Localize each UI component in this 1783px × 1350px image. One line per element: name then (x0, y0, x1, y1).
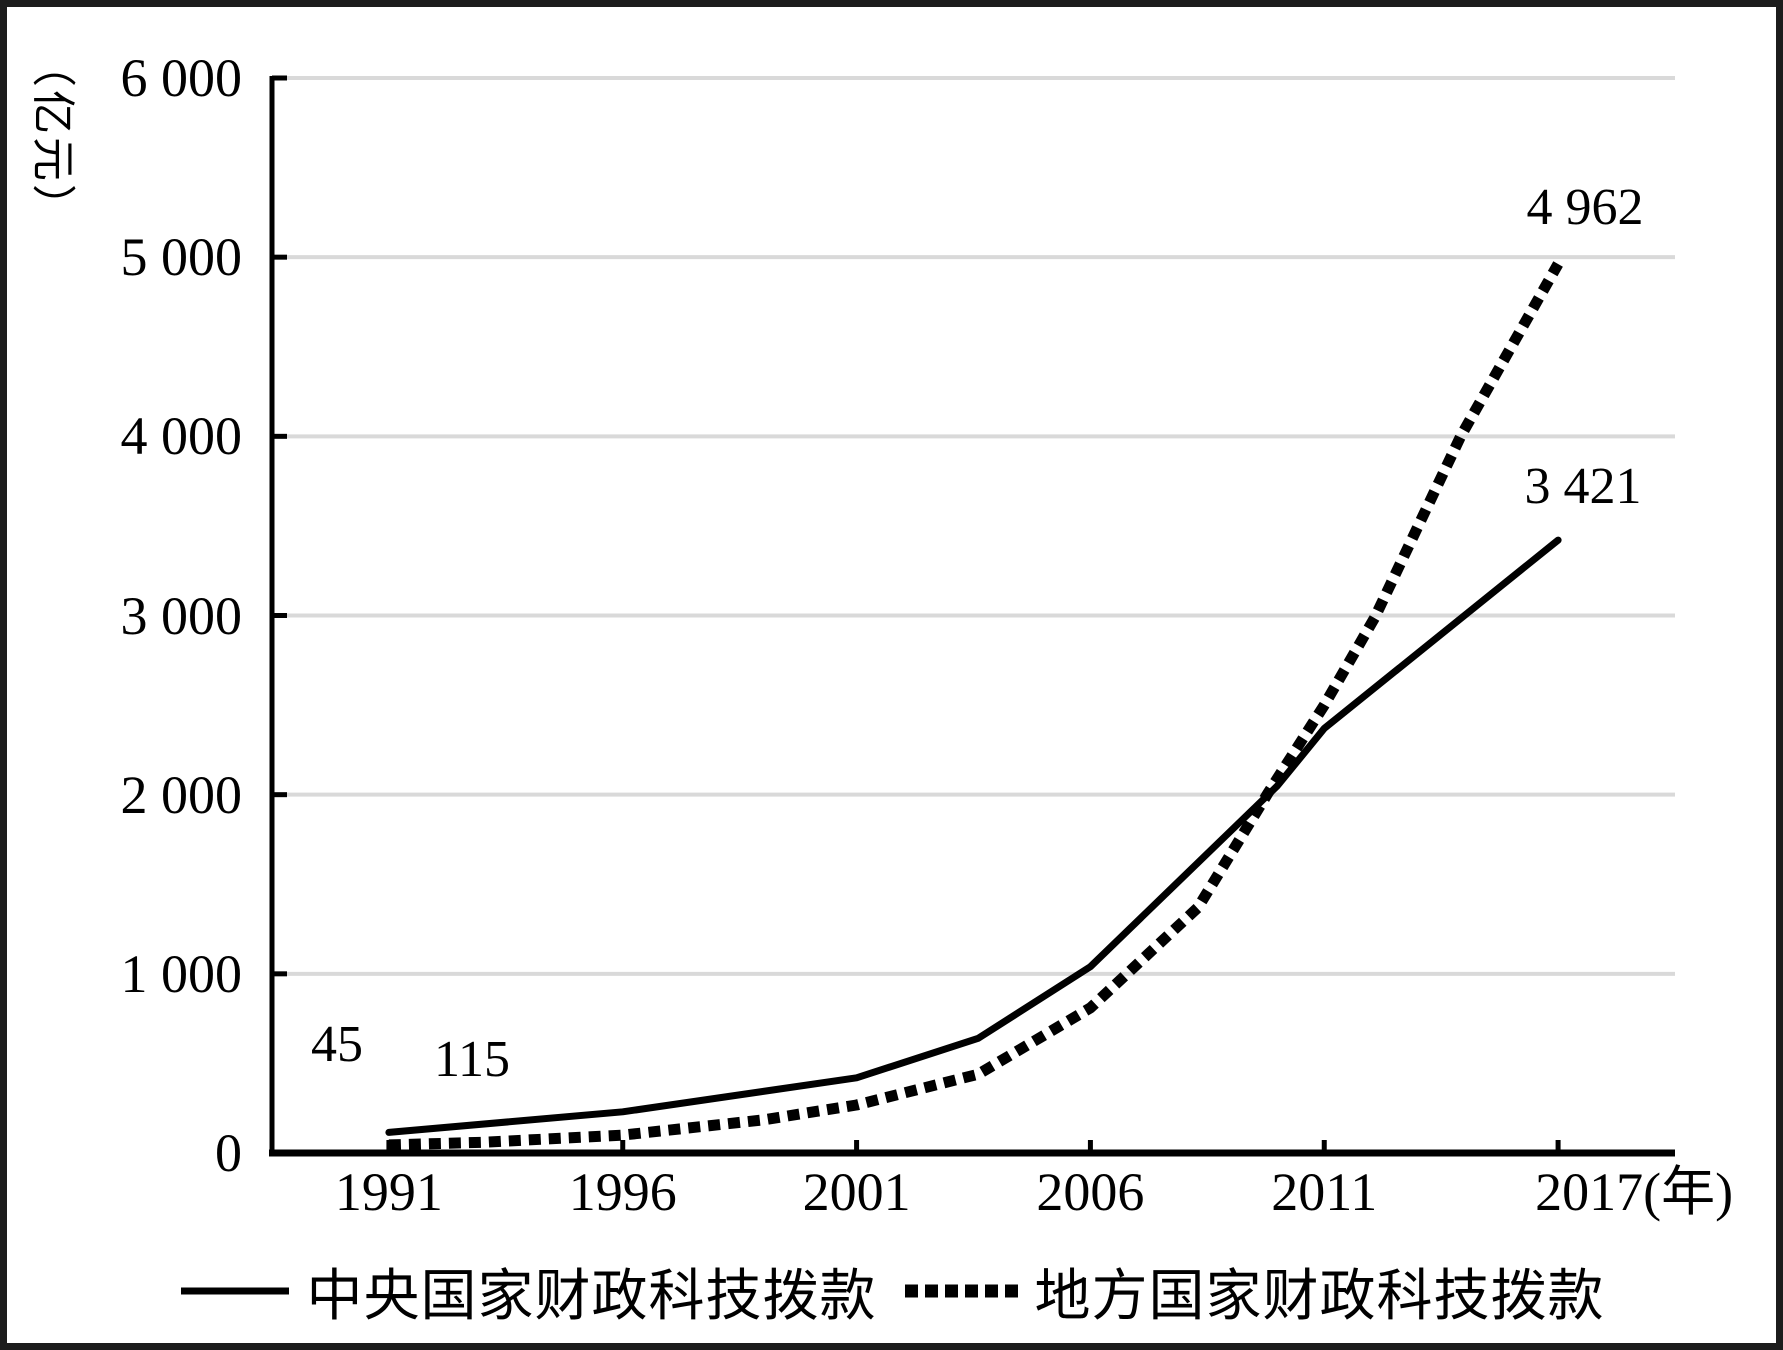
y-tick-label: 3 000 (120, 585, 243, 646)
x-tick-label: 1991 (334, 1162, 443, 1222)
y-tick-label: 6 000 (120, 48, 243, 108)
x-tick-label: 2006 (1036, 1162, 1145, 1222)
x-tick-label: 2001 (802, 1162, 911, 1222)
data-label: 3 421 (1524, 458, 1642, 515)
x-tick-label: 2011 (1271, 1162, 1378, 1222)
legend-item-central: 中央国家财政科技拨款 (179, 1251, 877, 1332)
data-label: 4 962 (1526, 179, 1644, 236)
legend-dotted-line-swatch (904, 1284, 1019, 1298)
legend: 中央国家财政科技拨款 地方国家财政科技拨款 (0, 1254, 1783, 1328)
data-label: 115 (433, 1031, 511, 1088)
legend-label-central: 中央国家财政科技拨款 (306, 1265, 877, 1328)
data-label: 45 (311, 1016, 363, 1073)
y-tick-label: 4 000 (120, 406, 243, 467)
series-line-local (388, 261, 1563, 1151)
y-tick-label: 5 000 (120, 227, 243, 288)
x-tick-label: 2017(年) (1535, 1162, 1734, 1222)
x-tick-label: 1996 (568, 1162, 677, 1222)
y-tick-label: 2 000 (120, 764, 243, 825)
legend-solid-line-swatch (180, 1287, 289, 1295)
legend-item-local: 地方国家财政科技拨款 (903, 1251, 1605, 1332)
legend-label-local: 地方国家财政科技拨款 (1034, 1265, 1605, 1328)
y-tick-label: 1 000 (120, 943, 243, 1004)
y-tick-label: 0 (215, 1123, 242, 1183)
series-line-central (385, 536, 1562, 1136)
